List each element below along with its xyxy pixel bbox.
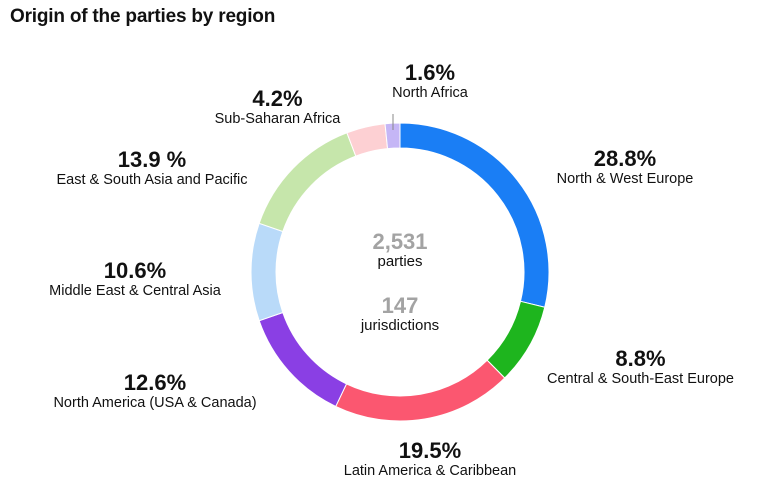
label-north-africa: 1.6% North Africa: [370, 60, 490, 102]
slice-name: Middle East & Central Asia: [49, 283, 221, 300]
slice-percent: 1.6%: [404, 60, 456, 85]
slice-percent: 12.6%: [123, 370, 187, 395]
slice-percent: 13.9 %: [117, 147, 187, 172]
label-east-south-asia-pacific: 13.9 % East & South Asia and Pacific: [22, 147, 282, 189]
center-jurisdictions: 147 jurisdictions: [300, 293, 500, 335]
donut-slices: [250, 122, 550, 422]
slice-name: Latin America & Caribbean: [343, 463, 517, 480]
slice-north-africa: [384, 122, 401, 150]
slice-percent: 8.8%: [615, 346, 666, 371]
slice-name: Sub-Saharan Africa: [214, 111, 341, 128]
label-north-america: 12.6% North America (USA & Canada): [25, 370, 285, 412]
label-north-west-europe: 28.8% North & West Europe: [530, 146, 720, 188]
slice-percent: 19.5%: [398, 438, 462, 463]
label-latin-america-caribbean: 19.5% Latin America & Caribbean: [330, 438, 530, 480]
jurisdictions-label: jurisdictions: [360, 317, 440, 335]
slice-name: North & West Europe: [556, 171, 694, 188]
label-sub-saharan-africa: 4.2% Sub-Saharan Africa: [190, 86, 365, 128]
slice-north-west-europe: [399, 122, 550, 308]
slice-name: Central & South-East Europe: [547, 371, 734, 388]
label-central-south-east-europe: 8.8% Central & South-East Europe: [518, 346, 763, 388]
slice-percent: 10.6%: [103, 258, 167, 283]
parties-label: parties: [377, 253, 423, 271]
slice-latin-america-caribbean: [335, 359, 506, 422]
slice-percent: 4.2%: [252, 86, 303, 111]
parties-count: 2,531: [372, 229, 428, 254]
jurisdictions-count: 147: [381, 293, 419, 318]
label-middle-east-central-asia: 10.6% Middle East & Central Asia: [20, 258, 250, 300]
slice-name: North Africa: [392, 85, 468, 102]
slice-middle-east-central-asia: [250, 222, 284, 322]
slice-name: East & South Asia and Pacific: [56, 172, 248, 189]
slice-percent: 28.8%: [593, 146, 657, 171]
center-parties: 2,531 parties: [300, 229, 500, 271]
chart-title: Origin of the parties by region: [10, 6, 276, 27]
slice-name: North America (USA & Canada): [53, 395, 257, 412]
